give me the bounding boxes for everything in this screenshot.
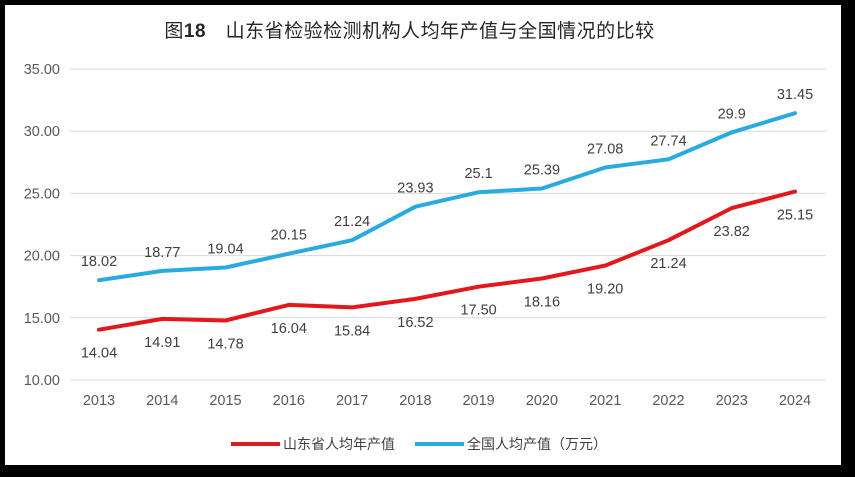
svg-text:25.1: 25.1	[464, 166, 492, 182]
svg-text:15.00: 15.00	[24, 311, 60, 327]
svg-text:14.78: 14.78	[207, 337, 243, 353]
svg-text:27.08: 27.08	[587, 142, 623, 158]
svg-text:20.00: 20.00	[24, 249, 60, 265]
svg-text:2013: 2013	[83, 393, 115, 409]
svg-text:16.52: 16.52	[397, 315, 433, 331]
svg-text:10.00: 10.00	[24, 373, 60, 389]
svg-text:15.84: 15.84	[334, 323, 370, 339]
svg-text:14.91: 14.91	[144, 335, 180, 351]
svg-text:2020: 2020	[526, 393, 558, 409]
svg-text:23.93: 23.93	[397, 181, 433, 197]
svg-text:19.04: 19.04	[207, 242, 243, 258]
svg-text:21.24: 21.24	[334, 214, 370, 230]
svg-text:23.82: 23.82	[714, 224, 750, 240]
svg-text:30.00: 30.00	[24, 124, 60, 140]
svg-text:2015: 2015	[209, 393, 241, 409]
svg-text:2017: 2017	[336, 393, 368, 409]
svg-text:2023: 2023	[716, 393, 748, 409]
svg-text:2021: 2021	[589, 393, 621, 409]
svg-text:2016: 2016	[273, 393, 305, 409]
svg-text:2022: 2022	[652, 393, 684, 409]
svg-text:20.15: 20.15	[271, 228, 307, 244]
svg-text:17.50: 17.50	[460, 303, 496, 319]
svg-text:29.9: 29.9	[718, 106, 746, 122]
svg-text:27.74: 27.74	[650, 133, 686, 149]
svg-text:2019: 2019	[462, 393, 494, 409]
svg-text:25.00: 25.00	[24, 186, 60, 202]
svg-text:19.20: 19.20	[587, 282, 623, 298]
svg-text:21.24: 21.24	[650, 256, 686, 272]
svg-text:18.77: 18.77	[144, 245, 180, 261]
svg-text:2018: 2018	[399, 393, 431, 409]
svg-text:31.45: 31.45	[777, 87, 813, 103]
svg-text:14.04: 14.04	[81, 346, 117, 362]
svg-text:2024: 2024	[779, 393, 811, 409]
svg-text:18.02: 18.02	[81, 254, 117, 270]
svg-text:25.39: 25.39	[524, 163, 560, 179]
svg-text:25.15: 25.15	[777, 208, 813, 224]
svg-text:18.16: 18.16	[524, 295, 560, 311]
svg-text:2014: 2014	[146, 393, 178, 409]
svg-text:35.00: 35.00	[24, 62, 60, 78]
svg-text:16.04: 16.04	[271, 321, 307, 337]
